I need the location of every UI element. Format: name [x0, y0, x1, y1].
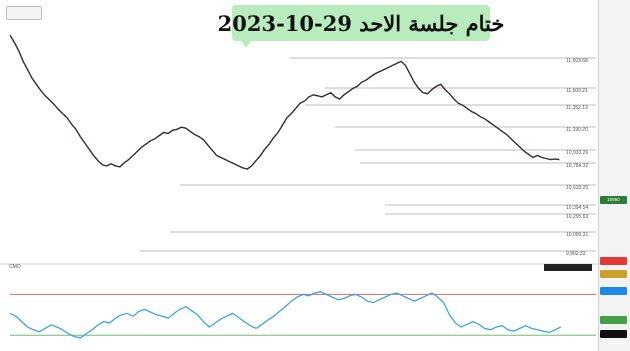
level-label-6: 10,633.20 [566, 185, 588, 191]
price-line-accent [9, 35, 560, 170]
level-label-7: 10,394.54 [566, 205, 588, 211]
axis-tag-2 [600, 270, 627, 278]
price-series [0, 34, 598, 265]
level-label-9: 10,090.31 [566, 232, 588, 238]
level-label-5: 10,784.32 [566, 163, 588, 169]
title-pointer [241, 41, 251, 48]
axis-tag-5 [600, 330, 627, 338]
price-axis [598, 0, 630, 351]
axis-tag-4 [600, 316, 627, 324]
level-label-10: 9,902.33 [566, 251, 586, 257]
oscillator-label: CMO [9, 264, 21, 270]
level-label-8: 10,295.63 [566, 214, 588, 220]
level-label-4: 10,933.26 [566, 150, 588, 156]
chart-title: ختام جلسة الاحد 29-10-2023 [218, 5, 504, 41]
axis-tag-3 [600, 287, 627, 295]
levels-group: 11,603.68 11,500.21 11,352.13 11,190.20 10,9… [140, 57, 596, 257]
axis-tag-0: 10950 [600, 196, 627, 204]
level-label-1: 11,500.21 [566, 88, 588, 94]
axis-tag-1 [600, 257, 627, 265]
oscillator-series [9, 291, 596, 339]
level-label-0: 11,603.68 [566, 58, 588, 64]
oscillator-legend [544, 264, 592, 271]
level-label-3: 11,190.20 [566, 127, 588, 133]
price-line [9, 34, 560, 170]
chart-menu-button[interactable] [6, 6, 42, 20]
oscillator-line [9, 291, 562, 339]
level-label-2: 11,352.13 [566, 105, 588, 111]
